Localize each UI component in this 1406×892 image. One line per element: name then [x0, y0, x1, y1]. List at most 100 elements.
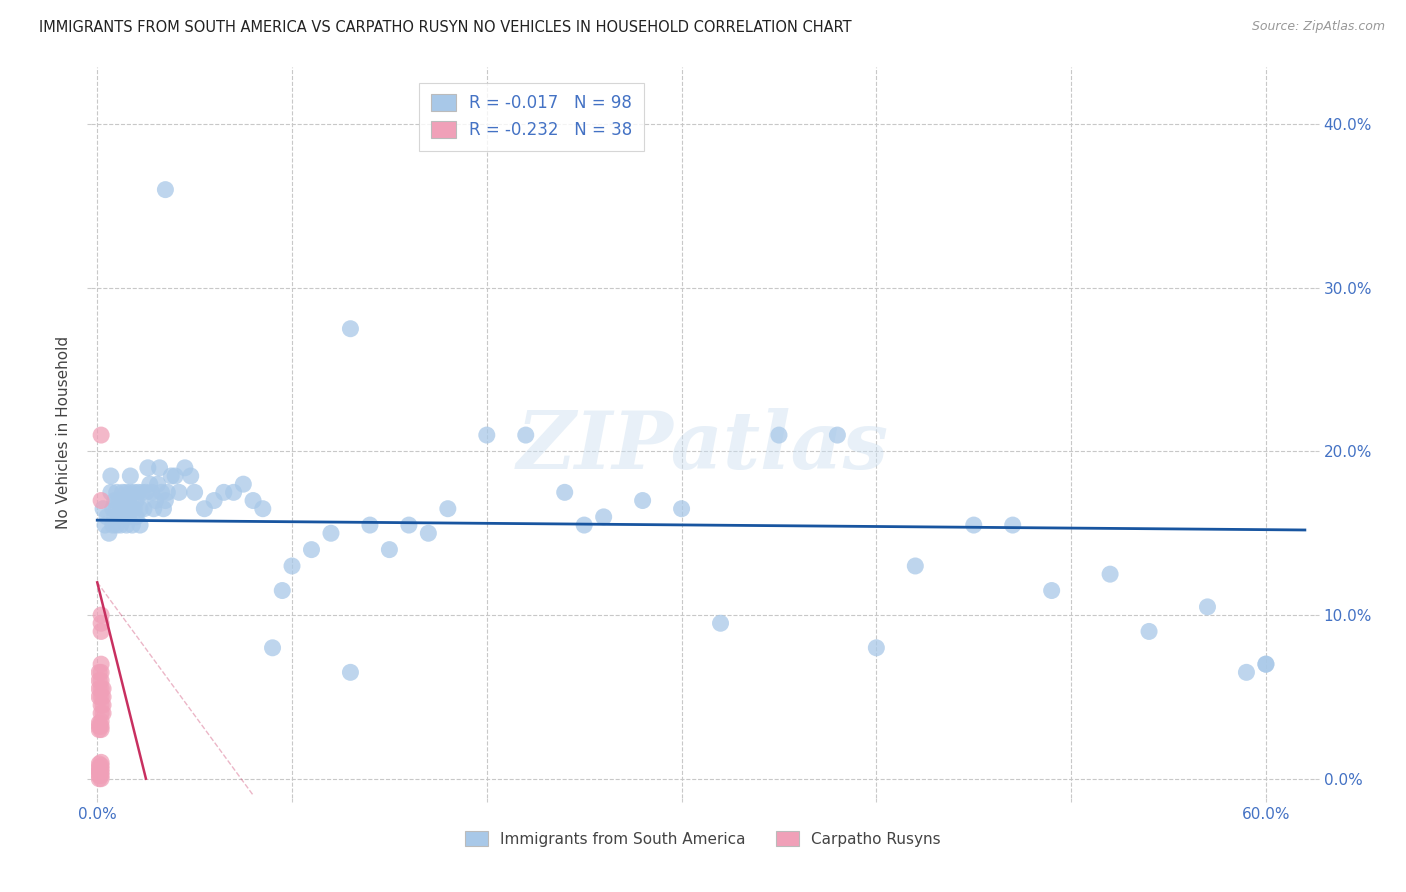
- Point: [91, 698, 114, 712]
- Point: [319, 526, 342, 541]
- Point: [156, 485, 179, 500]
- Point: [709, 616, 731, 631]
- Point: [827, 428, 849, 442]
- Point: [145, 493, 167, 508]
- Point: [90, 616, 112, 631]
- Point: [475, 428, 498, 442]
- Point: [91, 501, 114, 516]
- Point: [572, 518, 595, 533]
- Point: [631, 493, 654, 508]
- Point: [89, 768, 111, 782]
- Point: [132, 501, 155, 516]
- Point: [222, 485, 245, 500]
- Point: [768, 428, 790, 442]
- Point: [104, 509, 127, 524]
- Point: [90, 690, 112, 704]
- Point: [165, 469, 187, 483]
- Point: [202, 493, 225, 508]
- Point: [155, 183, 177, 197]
- Point: [89, 681, 111, 696]
- Point: [90, 657, 112, 672]
- Point: [339, 322, 361, 336]
- Point: [89, 756, 111, 771]
- Point: [152, 501, 174, 516]
- Point: [554, 485, 576, 500]
- Point: [89, 665, 111, 680]
- Text: Source: ZipAtlas.com: Source: ZipAtlas.com: [1251, 20, 1385, 33]
- Point: [339, 665, 361, 680]
- Point: [104, 493, 127, 508]
- Point: [148, 460, 170, 475]
- Point: [114, 509, 136, 524]
- Point: [89, 690, 111, 704]
- Point: [91, 706, 114, 721]
- Point: [89, 772, 111, 786]
- Point: [1254, 657, 1277, 672]
- Point: [131, 485, 153, 500]
- Point: [281, 559, 304, 574]
- Point: [592, 509, 614, 524]
- Point: [105, 501, 128, 516]
- Point: [129, 518, 152, 533]
- Legend: Immigrants from South America, Carpatho Rusyns: Immigrants from South America, Carpatho …: [458, 825, 948, 853]
- Point: [120, 469, 142, 483]
- Point: [89, 764, 111, 778]
- Point: [515, 428, 537, 442]
- Point: [90, 765, 112, 780]
- Point: [105, 485, 128, 500]
- Point: [120, 485, 142, 500]
- Point: [115, 485, 138, 500]
- Point: [90, 768, 112, 782]
- Point: [90, 428, 112, 442]
- Point: [271, 583, 294, 598]
- Point: [90, 706, 112, 721]
- Point: [180, 469, 202, 483]
- Point: [1001, 518, 1024, 533]
- Point: [142, 501, 165, 516]
- Point: [160, 469, 183, 483]
- Point: [90, 665, 112, 680]
- Point: [89, 760, 111, 774]
- Point: [904, 559, 927, 574]
- Point: [125, 509, 148, 524]
- Point: [110, 518, 132, 533]
- Point: [150, 485, 173, 500]
- Point: [107, 493, 129, 508]
- Point: [129, 501, 152, 516]
- Point: [141, 485, 163, 500]
- Point: [193, 501, 215, 516]
- Point: [105, 518, 128, 533]
- Point: [671, 501, 693, 516]
- Text: IMMIGRANTS FROM SOUTH AMERICA VS CARPATHO RUSYN NO VEHICLES IN HOUSEHOLD CORRELA: IMMIGRANTS FROM SOUTH AMERICA VS CARPATH…: [39, 20, 852, 35]
- Point: [90, 756, 112, 770]
- Point: [89, 723, 111, 737]
- Point: [90, 681, 112, 696]
- Y-axis label: No Vehicles in Household: No Vehicles in Household: [56, 336, 72, 529]
- Point: [1197, 599, 1219, 614]
- Point: [89, 765, 111, 780]
- Point: [378, 542, 401, 557]
- Point: [1254, 657, 1277, 672]
- Point: [90, 608, 112, 623]
- Point: [90, 673, 112, 688]
- Point: [90, 723, 112, 737]
- Point: [91, 690, 114, 704]
- Point: [125, 493, 148, 508]
- Point: [90, 719, 112, 733]
- Point: [101, 501, 124, 516]
- Point: [865, 640, 887, 655]
- Point: [1137, 624, 1160, 639]
- Point: [91, 681, 114, 696]
- Point: [146, 477, 169, 491]
- Point: [127, 485, 149, 500]
- Point: [90, 624, 112, 639]
- Point: [90, 772, 112, 786]
- Point: [89, 716, 111, 731]
- Point: [437, 501, 460, 516]
- Point: [90, 714, 112, 729]
- Text: ZIPatlas: ZIPatlas: [517, 409, 889, 486]
- Point: [96, 509, 118, 524]
- Point: [101, 518, 124, 533]
- Point: [115, 518, 138, 533]
- Point: [97, 526, 120, 541]
